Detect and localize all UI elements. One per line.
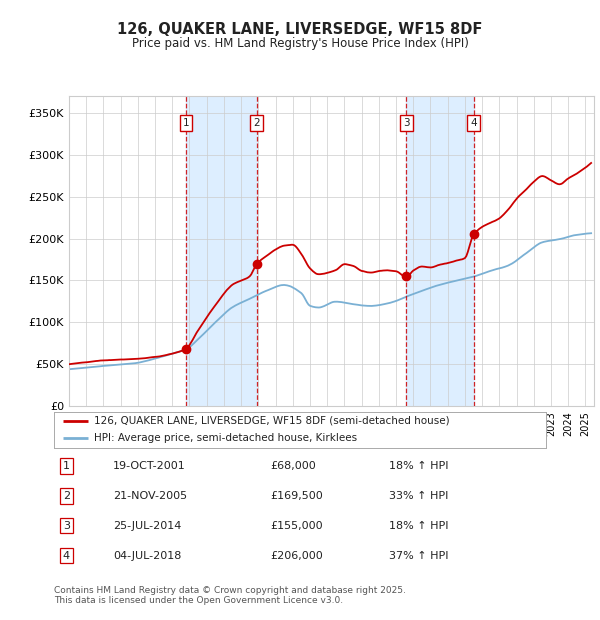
Text: £155,000: £155,000 — [271, 521, 323, 531]
Text: 33% ↑ HPI: 33% ↑ HPI — [389, 491, 448, 501]
Text: 18% ↑ HPI: 18% ↑ HPI — [389, 461, 448, 471]
Text: £169,500: £169,500 — [271, 491, 323, 501]
Bar — [186, 96, 257, 406]
Text: 1: 1 — [183, 118, 190, 128]
Text: 18% ↑ HPI: 18% ↑ HPI — [389, 521, 448, 531]
Text: 1: 1 — [63, 461, 70, 471]
Text: Price paid vs. HM Land Registry's House Price Index (HPI): Price paid vs. HM Land Registry's House … — [131, 37, 469, 50]
Text: 2: 2 — [253, 118, 260, 128]
Text: 37% ↑ HPI: 37% ↑ HPI — [389, 551, 448, 560]
Text: 4: 4 — [63, 551, 70, 560]
Text: £206,000: £206,000 — [271, 551, 323, 560]
Text: 21-NOV-2005: 21-NOV-2005 — [113, 491, 187, 501]
Text: 126, QUAKER LANE, LIVERSEDGE, WF15 8DF: 126, QUAKER LANE, LIVERSEDGE, WF15 8DF — [118, 22, 482, 37]
Text: £68,000: £68,000 — [271, 461, 316, 471]
Text: 126, QUAKER LANE, LIVERSEDGE, WF15 8DF (semi-detached house): 126, QUAKER LANE, LIVERSEDGE, WF15 8DF (… — [94, 415, 450, 426]
Text: HPI: Average price, semi-detached house, Kirklees: HPI: Average price, semi-detached house,… — [94, 433, 358, 443]
Text: 3: 3 — [63, 521, 70, 531]
Text: Contains HM Land Registry data © Crown copyright and database right 2025.
This d: Contains HM Land Registry data © Crown c… — [54, 586, 406, 605]
Text: 2: 2 — [63, 491, 70, 501]
Text: 19-OCT-2001: 19-OCT-2001 — [113, 461, 186, 471]
Text: 25-JUL-2014: 25-JUL-2014 — [113, 521, 181, 531]
Text: 4: 4 — [470, 118, 477, 128]
Text: 04-JUL-2018: 04-JUL-2018 — [113, 551, 181, 560]
Bar — [406, 96, 473, 406]
Text: 3: 3 — [403, 118, 410, 128]
